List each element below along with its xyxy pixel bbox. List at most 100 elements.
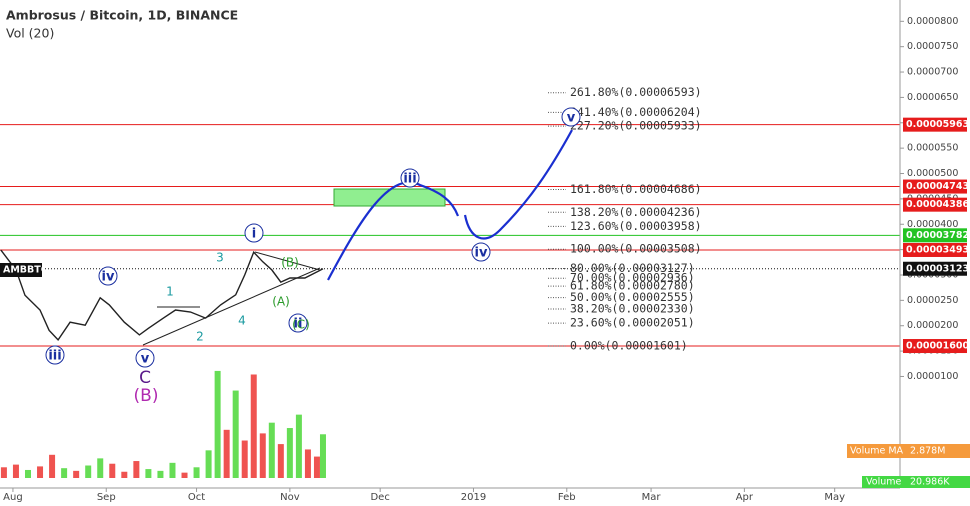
volume-bar bbox=[268, 422, 275, 478]
symbol-tag-text: AMBBTC bbox=[3, 265, 48, 276]
volume-bar bbox=[157, 470, 164, 478]
price bbox=[0, 249, 324, 342]
wave-circle bbox=[45, 345, 65, 365]
volume-bar bbox=[304, 449, 311, 478]
x-tick-label: Sep bbox=[97, 492, 116, 503]
fib-label: 38.20%(0.00002330) bbox=[570, 301, 695, 315]
fib-label: 138.20%(0.00004236) bbox=[570, 205, 702, 219]
volume-ma-box bbox=[907, 444, 970, 458]
volume-bar bbox=[121, 471, 128, 478]
axis-labels: 0.00001000.00001500.00002000.00002500.00… bbox=[3, 16, 969, 503]
volume-bar bbox=[205, 450, 212, 478]
wave-circle bbox=[400, 168, 420, 188]
price-box-label: 0.00003493 bbox=[906, 244, 969, 255]
price-box-label: 0.00003782 bbox=[906, 230, 969, 241]
volume-box bbox=[862, 476, 970, 488]
y-tick-label: 0.0000800 bbox=[907, 16, 958, 27]
volume-bar bbox=[73, 470, 80, 478]
volume-bar bbox=[286, 428, 293, 478]
x-tick-label: Oct bbox=[188, 492, 205, 503]
x-tick-label: 2019 bbox=[461, 492, 486, 503]
wave-label: 4 bbox=[238, 314, 246, 328]
fib-label: 123.60%(0.00003958) bbox=[570, 219, 702, 233]
wave-label: v bbox=[567, 111, 576, 126]
volume-label: Volume bbox=[866, 477, 901, 488]
wave-label: i bbox=[252, 227, 256, 242]
wave-circle bbox=[288, 313, 308, 333]
wave-label: iii bbox=[403, 172, 416, 187]
fib-label: 161.80%(0.00004686) bbox=[570, 182, 702, 196]
volume-bar bbox=[277, 444, 284, 478]
volume-bar bbox=[214, 370, 221, 478]
volume-bar bbox=[259, 433, 266, 478]
price-box-label: 0.00004743 bbox=[906, 181, 969, 192]
y-tick-label: 0.0000500 bbox=[907, 168, 958, 179]
wave-label: C bbox=[139, 368, 151, 388]
x-tick-label: Feb bbox=[558, 492, 576, 503]
volume-bar bbox=[109, 463, 116, 478]
chart-title: Ambrosus / Bitcoin, 1D, BINANCE bbox=[6, 8, 238, 23]
wave-label: (A) bbox=[272, 295, 290, 309]
volume-bar bbox=[181, 472, 188, 478]
fib-levels: 261.80%(0.00006593) 241.40%(0.00006204)22… bbox=[548, 85, 702, 352]
y-tick-label: 0.0000200 bbox=[907, 320, 958, 331]
fib-label: 80.00%(0.00003127) bbox=[570, 261, 695, 275]
fib-label: 0.00%(0.00001601) bbox=[570, 338, 688, 352]
x-tick-label: Mar bbox=[642, 492, 662, 503]
y-tick-label: 0.0000650 bbox=[907, 92, 958, 103]
fib-label: 61.80%(0.00002780) bbox=[570, 279, 695, 293]
x-tick-label: May bbox=[824, 492, 845, 503]
fib-label: 100.00%(0.00003508) bbox=[570, 242, 702, 256]
fib-label: 227.20%(0.00005933) bbox=[570, 119, 702, 133]
volume-bar bbox=[49, 454, 56, 478]
volume-bar bbox=[97, 458, 104, 478]
price-box-label: 0.00001600 bbox=[906, 341, 969, 352]
price-box bbox=[903, 339, 967, 354]
volume-ma-value: 2.878M bbox=[910, 446, 945, 457]
wave-label: 2 bbox=[196, 330, 204, 344]
volume-bar bbox=[0, 467, 7, 478]
x-tick-label: Apr bbox=[736, 492, 754, 503]
wave-label: ii bbox=[294, 317, 303, 332]
volume-bar bbox=[319, 434, 326, 478]
x-tick-label: Dec bbox=[370, 492, 389, 503]
y-tick-label: 0.0000400 bbox=[907, 219, 958, 230]
price-box-label: 0.00004386 bbox=[906, 199, 969, 210]
x-tick-label: Aug bbox=[3, 492, 23, 503]
fib-label: 70.00%(0.00002936) bbox=[570, 271, 695, 285]
price-box-label: 0.00005963 bbox=[906, 119, 969, 130]
fib-label: 50.00%(0.00002555) bbox=[570, 290, 695, 304]
volume-bar bbox=[169, 462, 176, 478]
wave-circle bbox=[561, 107, 581, 127]
volume-bar bbox=[12, 464, 19, 478]
y-tick-label: 0.0000550 bbox=[907, 143, 958, 154]
wave-label: iv bbox=[102, 270, 115, 285]
y-tick-label: 0.0000250 bbox=[907, 295, 958, 306]
price-box bbox=[903, 261, 967, 276]
price-levels bbox=[0, 124, 900, 347]
volume-bar bbox=[37, 466, 44, 478]
volume-bar bbox=[223, 429, 230, 478]
price-line bbox=[0, 249, 324, 342]
price-box bbox=[903, 197, 967, 212]
target-zone bbox=[333, 188, 446, 207]
volume-bar bbox=[232, 390, 239, 478]
volume-bar bbox=[241, 440, 248, 478]
wave-label: iii bbox=[48, 349, 61, 364]
volume-bar bbox=[250, 374, 257, 478]
volume-value: 20.986K bbox=[910, 477, 950, 488]
wave-circle bbox=[135, 348, 155, 368]
volume-bar bbox=[85, 465, 92, 478]
trend-line bbox=[254, 251, 321, 271]
x-tick-label: Nov bbox=[280, 492, 300, 503]
volume-bar bbox=[313, 456, 320, 478]
price-box bbox=[903, 242, 967, 257]
volume-bar bbox=[24, 469, 31, 478]
volume-ma-label: Volume MA bbox=[850, 446, 904, 457]
price-box-label: 0.00003123 bbox=[906, 263, 969, 274]
drawings: iii iv v C (B) i ii iii iv v 1 2 3 4 (A)… bbox=[45, 107, 581, 406]
symbol-tag bbox=[0, 263, 42, 277]
projection bbox=[463, 129, 573, 240]
wave-label: (B) bbox=[281, 256, 299, 270]
